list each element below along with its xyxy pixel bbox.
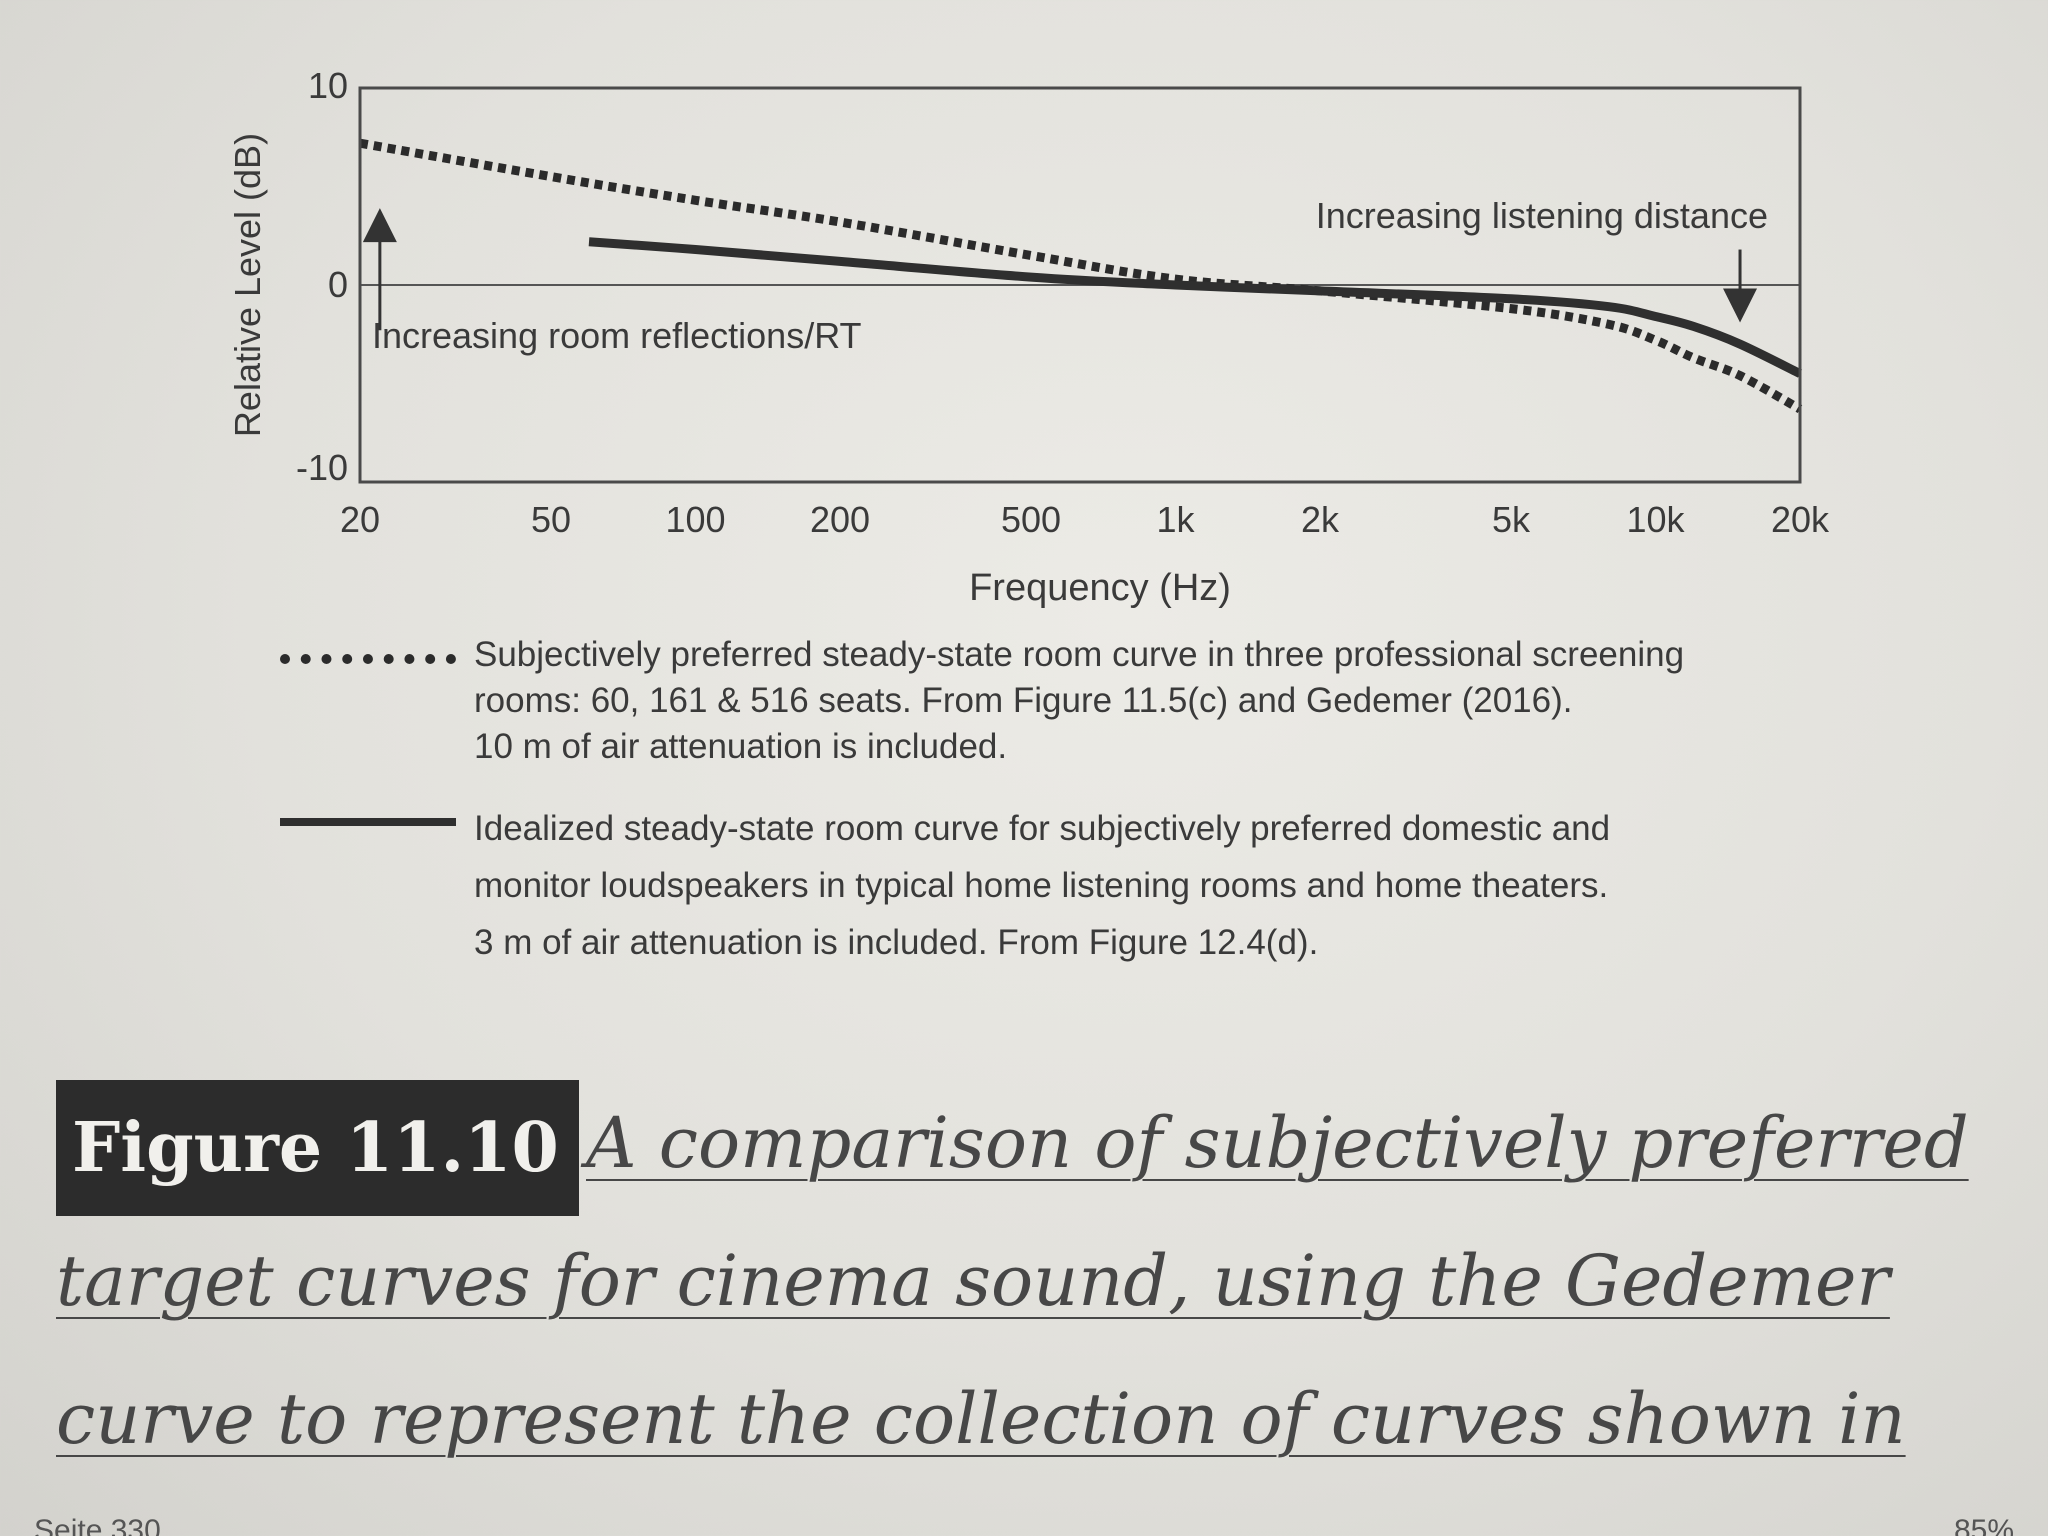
x-tick-label: 100 <box>665 499 725 540</box>
legend-line: Subjectively preferred steady-state room… <box>474 635 1685 674</box>
zoom-level: 85% <box>1954 1514 2015 1536</box>
x-tick-label: 20k <box>1771 499 1830 540</box>
figure-label: Figure 11.10 <box>56 1080 579 1216</box>
chart: 10 0 -10 20 50 100 200 500 1k 2k 5k 10k … <box>227 65 1830 609</box>
page-number: Seite 330 <box>34 1514 161 1536</box>
legend-line: monitor loudspeakers in typical home lis… <box>474 866 1609 905</box>
legend-swatch-solid <box>280 818 456 826</box>
x-tick-label: 2k <box>1301 499 1340 540</box>
x-tick-label: 1k <box>1156 499 1195 540</box>
legend-line: 10 m of air attenuation is included. <box>474 727 1008 766</box>
x-tick-label: 500 <box>1001 499 1061 540</box>
y-axis-label: Relative Level (dB) <box>227 133 268 437</box>
x-tick-label: 10k <box>1626 499 1685 540</box>
y-tick-label: 0 <box>328 264 348 305</box>
x-axis-label: Frequency (Hz) <box>969 567 1231 609</box>
arrow-down-head-icon <box>1723 288 1758 323</box>
legend-text-dotted: Subjectively preferred steady-state room… <box>474 632 1874 770</box>
y-tick-label: 10 <box>308 65 348 106</box>
plot-frame <box>358 86 1802 484</box>
annotation-listening-distance: Increasing listening distance <box>1316 195 1768 236</box>
legend-line: Idealized steady-state room curve for su… <box>474 809 1611 848</box>
arrow-up-head-icon <box>362 208 397 243</box>
annotation-room-reflections: Increasing room reflections/RT <box>372 315 862 356</box>
caption-line: target curves for cinema sound, using th… <box>56 1240 1890 1322</box>
legend-text-solid: Idealized steady-state room curve for su… <box>474 800 1874 971</box>
series-line-solid <box>588 237 1802 378</box>
x-tick-label: 50 <box>531 499 571 540</box>
x-tick-label: 200 <box>810 499 870 540</box>
legend-swatch-dotted <box>280 654 456 664</box>
y-tick-label: -10 <box>296 447 348 488</box>
x-tick-label: 20 <box>340 499 380 540</box>
legend-line: rooms: 60, 161 & 516 seats. From Figure … <box>474 681 1573 720</box>
caption-line: curve to represent the collection of cur… <box>56 1378 1906 1460</box>
legend-line: 3 m of air attenuation is included. From… <box>474 923 1319 962</box>
x-tick-label: 5k <box>1492 499 1531 540</box>
caption-line: A comparison of subjectively preferred <box>586 1102 1969 1184</box>
